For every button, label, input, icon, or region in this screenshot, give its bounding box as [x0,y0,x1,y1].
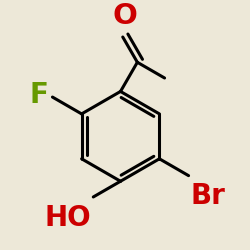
Text: O: O [112,2,138,30]
Text: F: F [29,81,48,109]
Text: HO: HO [44,204,91,232]
Text: Br: Br [191,182,226,210]
